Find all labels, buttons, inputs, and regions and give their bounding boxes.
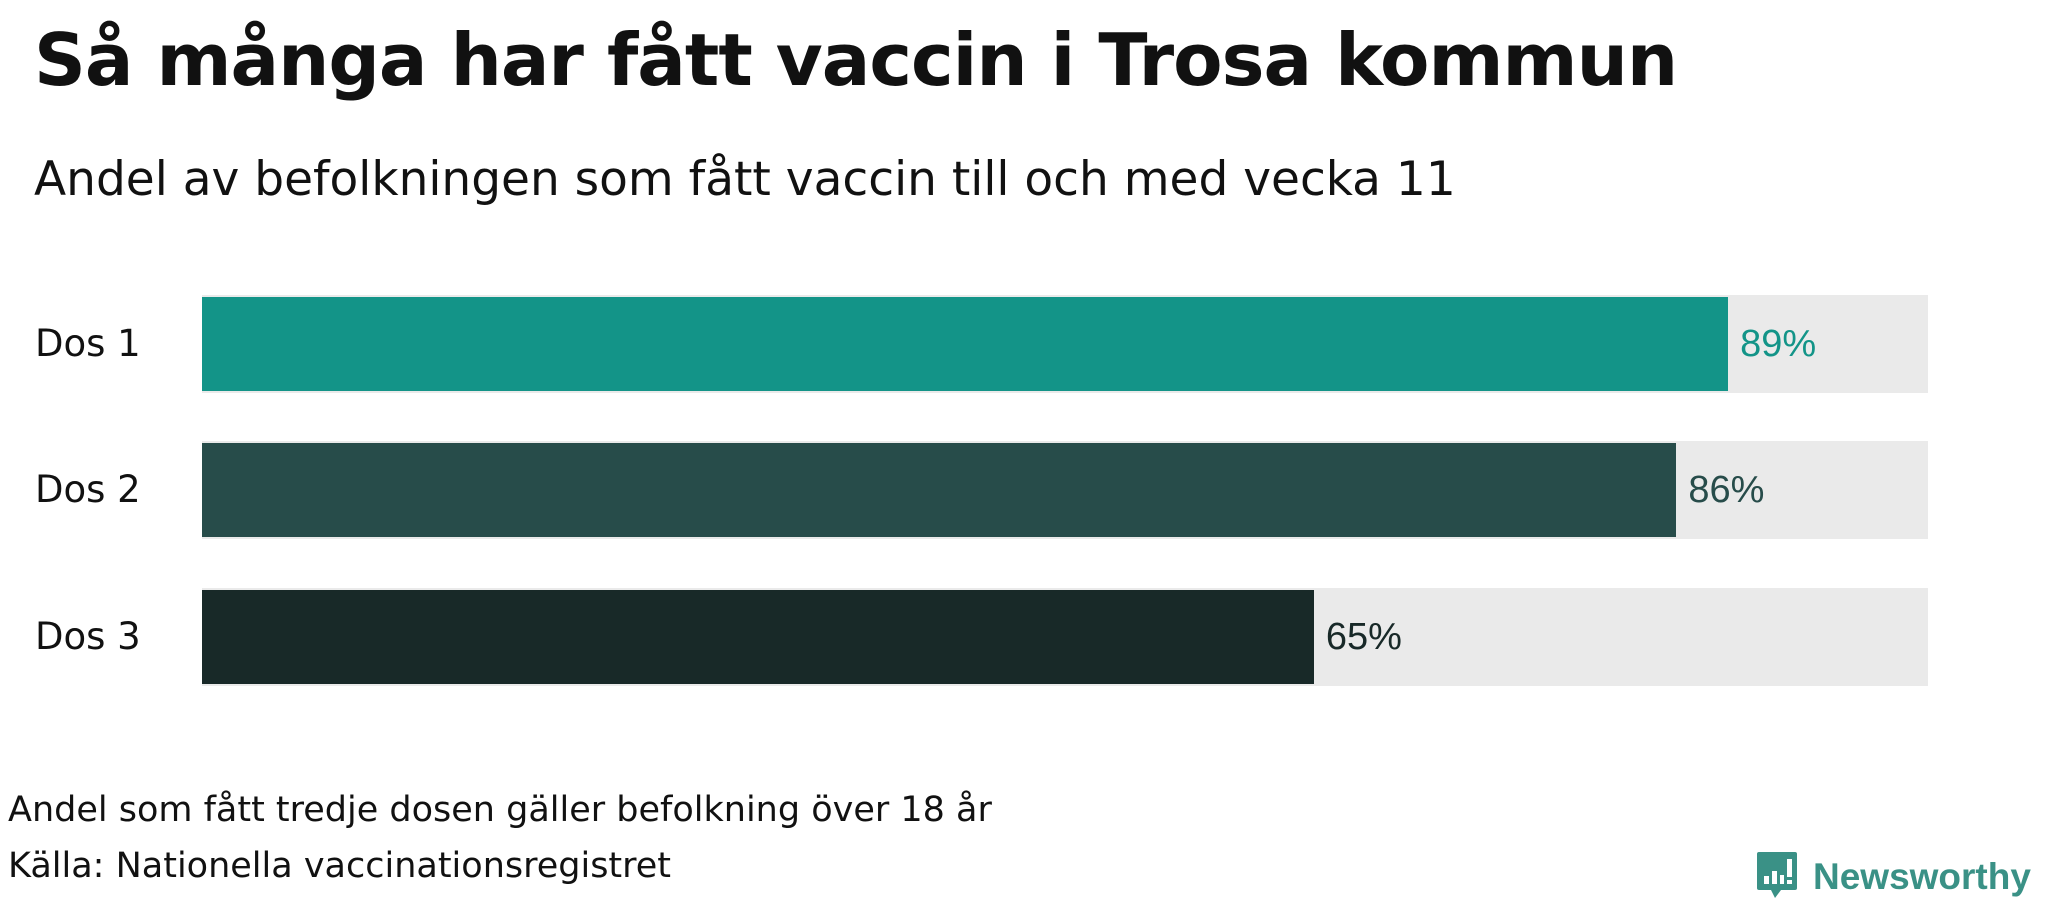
chart-title: Så många har fått vaccin i Trosa kommun xyxy=(34,18,1678,102)
bar-track: 65% xyxy=(202,588,1928,686)
bar-chart-speech-bubble-icon xyxy=(1755,850,1799,904)
bar-row-dos-3: Dos 3 65% xyxy=(0,588,2048,686)
bar-fill xyxy=(202,590,1314,684)
bar-track: 89% xyxy=(202,295,1928,393)
bar-label: Dos 3 xyxy=(35,615,141,658)
bar-row-dos-1: Dos 1 89% xyxy=(0,295,2048,393)
newsworthy-logo: Newsworthy xyxy=(1755,850,2031,904)
bar-label: Dos 1 xyxy=(35,322,141,365)
bar-row-dos-2: Dos 2 86% xyxy=(0,441,2048,539)
bar-fill xyxy=(202,443,1677,537)
bar-value-label: 89% xyxy=(1740,323,1817,365)
bar-track: 86% xyxy=(202,441,1928,539)
bar-fill xyxy=(202,297,1729,391)
bar-label: Dos 2 xyxy=(35,468,141,511)
brand-name: Newsworthy xyxy=(1813,856,2031,897)
bar-value-label: 65% xyxy=(1325,616,1402,658)
footnote: Andel som fått tredje dosen gäller befol… xyxy=(8,790,992,830)
source-note: Källa: Nationella vaccinationsregistret xyxy=(8,846,672,886)
chart-subtitle: Andel av befolkningen som fått vaccin ti… xyxy=(34,152,1456,207)
bar-value-label: 86% xyxy=(1688,469,1765,511)
